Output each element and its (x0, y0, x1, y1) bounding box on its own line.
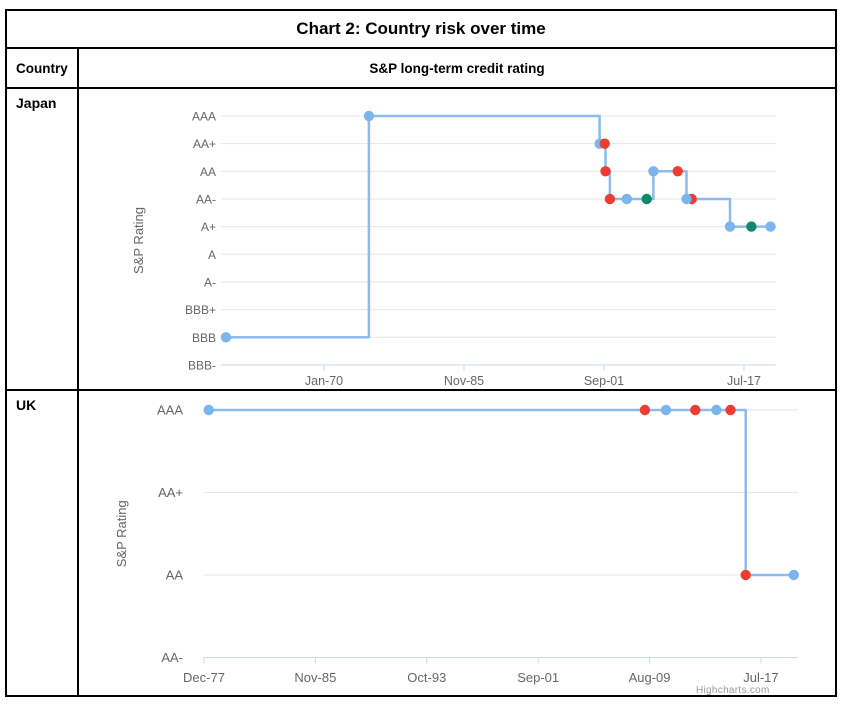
page-title: Chart 2: Country risk over time (7, 11, 835, 49)
y-axis-title: S&P Rating (131, 207, 146, 274)
chart-table: Chart 2: Country risk over time Country … (5, 9, 837, 697)
y-axis-label: AA- (196, 192, 216, 206)
data-point-AA+-Oct-01[interactable] (599, 138, 610, 149)
y-axis-label: BBB+ (185, 303, 216, 317)
japan-chart-cell: AAA AA+ AA AA- A+ A A- BBB+ BBB BBB- Jan-70 Nov-85 S… (79, 89, 835, 389)
row-label-japan: Japan (7, 89, 79, 389)
data-point-AA--May-02[interactable] (604, 193, 616, 205)
data-point-AAA-Apr-09[interactable] (639, 404, 651, 416)
y-axis-label: A+ (201, 220, 216, 234)
data-point-AAA-Nov-12[interactable] (690, 404, 701, 416)
y-axis-label: AA (200, 165, 216, 179)
data-point-BBB-Dec-58[interactable] (220, 332, 232, 343)
data-point-AA-Nov-01[interactable] (600, 166, 611, 177)
x-axis-label: Dec-77 (183, 670, 225, 685)
y-axis-label: BBB- (188, 358, 216, 372)
rating-series-line (208, 408, 794, 577)
data-point-AA-Apr-07[interactable] (648, 166, 659, 177)
y-axis-label: A- (204, 275, 216, 289)
uk-chart-cell: AAA AA+ AA AA- Dec-77 Nov-85 Oct-93 Sep-01 Aug-0… (79, 391, 835, 695)
x-axis-label: Sep-01 (584, 374, 624, 388)
data-point-A+-Jul-20[interactable] (765, 221, 776, 232)
y-axis-label: A (208, 248, 216, 262)
table-row-uk: UK AAA AA+ AA AA- Dec-77 Nov-85 Oct-93 Sep-01 Au… (7, 391, 835, 695)
rating-column-header: S&P long-term credit rating (369, 60, 545, 76)
x-axis-label: Jan-70 (305, 374, 343, 388)
rating-series-line (226, 114, 771, 339)
uk-rating-chart: AAA AA+ AA AA-Dec-77 Nov-85 Oct-93 Sep-01 Aug-0… (114, 403, 799, 685)
x-axis-label: Sep-01 (517, 670, 559, 685)
x-axis-label: Jul-17 (727, 374, 761, 388)
data-point-AA-Nov-19[interactable] (788, 569, 799, 581)
data-point-AAA-Oct-10[interactable] (660, 404, 672, 416)
data-point-AAA-Apr-78[interactable] (203, 404, 214, 416)
data-point-AAA-May-14[interactable] (711, 404, 722, 416)
data-point-AA--Jan-11[interactable] (681, 193, 692, 205)
data-point-A+-May-18[interactable] (746, 221, 757, 232)
data-point-AA--Apr-04[interactable] (621, 193, 632, 205)
y-axis-label: AA (166, 568, 184, 583)
data-point-AA-Jan-10[interactable] (672, 166, 683, 177)
data-point-A+-Dec-15[interactable] (724, 221, 736, 232)
data-point-AA-Jun-16[interactable] (740, 569, 751, 581)
highcharts-watermark: Highcharts.com (696, 685, 770, 695)
table-header-row: Country S&P long-term credit rating (7, 49, 835, 89)
table-row-japan: Japan AAA AA+ AA AA- A+ A A- BBB+ BBB BBB- Jan-70 N… (7, 89, 835, 391)
y-axis-label: AAA (157, 403, 183, 418)
x-axis-label: Jul-17 (743, 670, 778, 685)
y-axis-label: AA+ (158, 485, 183, 500)
x-axis-label: Nov-85 (444, 374, 484, 388)
data-point-AAA-Feb-75[interactable] (363, 110, 375, 122)
y-axis-label: BBB (192, 331, 216, 345)
data-point-AAA-May-15[interactable] (725, 404, 736, 416)
y-axis-label: AA+ (193, 137, 216, 151)
country-column-header: Country (7, 49, 79, 87)
data-point-AA--Jul-06[interactable] (641, 193, 652, 205)
x-axis-label: Aug-09 (629, 670, 671, 685)
x-axis-label: Oct-93 (407, 670, 446, 685)
y-axis-label: AAA (192, 110, 216, 124)
y-axis-title: S&P Rating (114, 500, 129, 567)
row-label-uk: UK (7, 391, 79, 695)
y-axis-label: AA- (161, 650, 183, 665)
x-axis-label: Nov-85 (294, 670, 336, 685)
